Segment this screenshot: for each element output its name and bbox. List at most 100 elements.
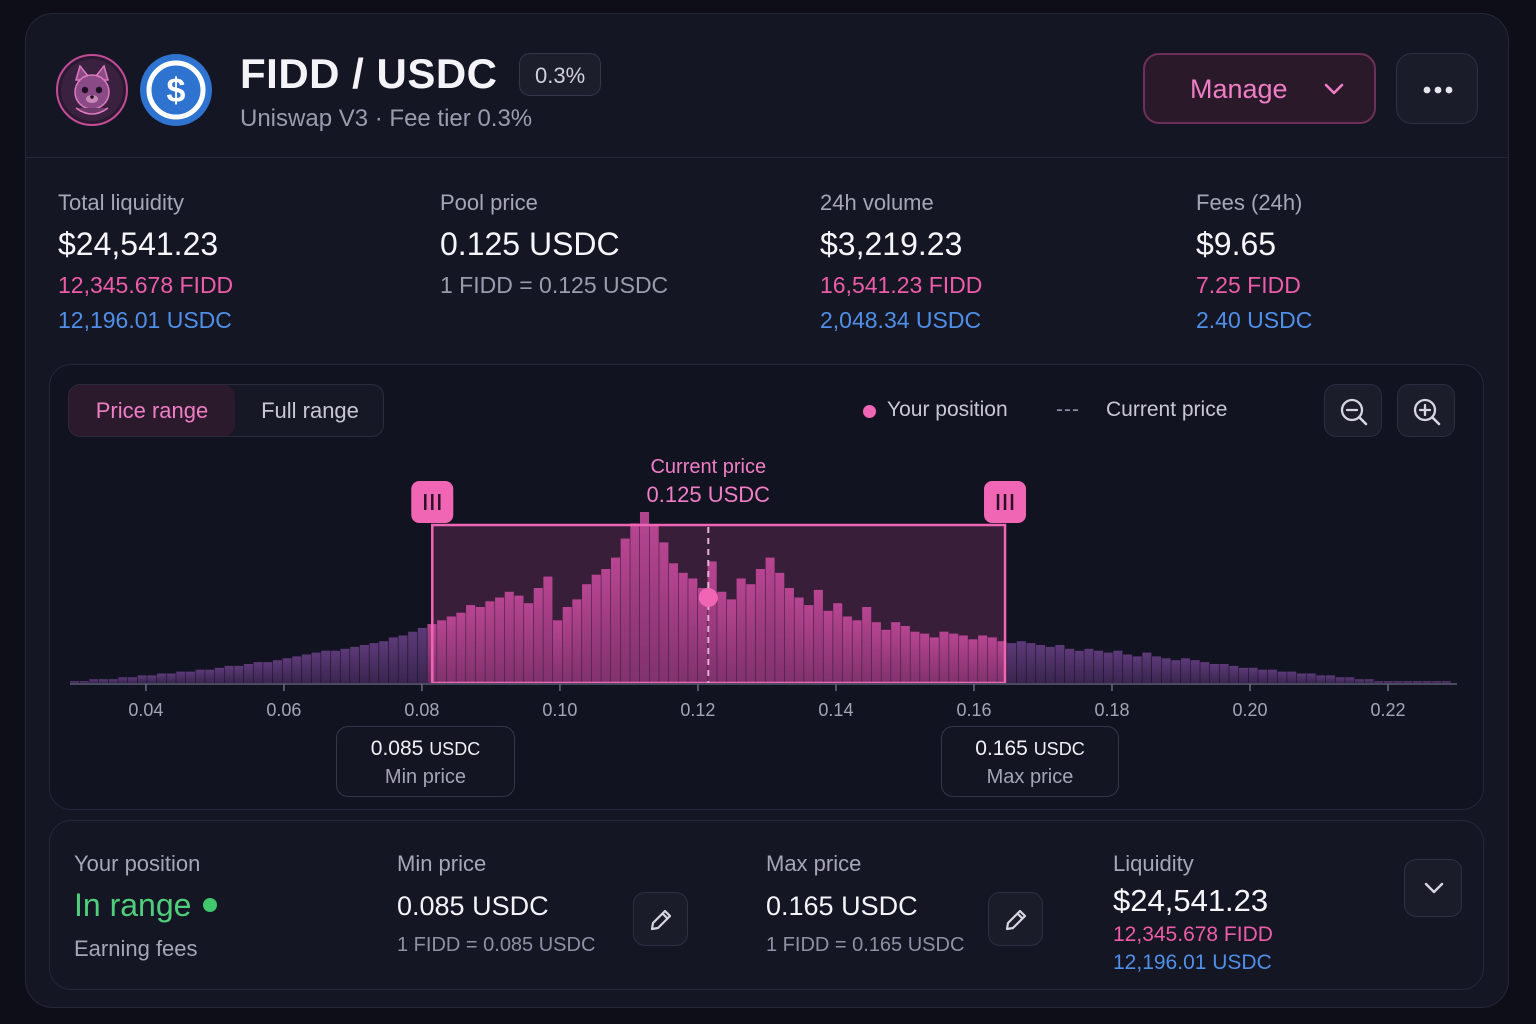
- liquidity-bar: [1065, 648, 1075, 683]
- stat-fidd-amount: 16,541.23 FIDD: [820, 272, 983, 298]
- liquidity-bar: [514, 595, 524, 683]
- stat-pool-price: Pool price 0.125 USDC 1 FIDD = 0.125 USD…: [440, 190, 668, 302]
- protocol-name: Uniswap V3: [240, 105, 369, 132]
- liquidity-bar: [127, 677, 138, 683]
- min-price-handle[interactable]: [411, 481, 454, 523]
- liquidity-bar: [388, 637, 398, 683]
- liquidity-bar: [533, 588, 543, 683]
- liquidity-bar: [118, 677, 128, 683]
- liquidity-bar: [1229, 665, 1239, 683]
- liquidity-bar: [1238, 667, 1248, 683]
- max-price-ratio: 1 FIDD = 0.165 USDC: [766, 934, 965, 956]
- liquidity-bar: [1335, 677, 1345, 683]
- stat-fidd-amount: 12,345.678 FIDD: [58, 272, 234, 298]
- max-price-caption: Max price: [986, 766, 1074, 788]
- zoom-out-button[interactable]: [1324, 384, 1382, 437]
- liquidity-bar: [350, 646, 360, 683]
- your-position-panel: Your position In range Earning fees Min …: [49, 820, 1484, 990]
- liquidity-bar: [253, 662, 263, 683]
- liquidity-bar: [1325, 675, 1335, 683]
- liquidity-bar: [1422, 681, 1432, 683]
- liquidity-bar: [359, 645, 369, 683]
- x-tick-label: 0.14: [818, 700, 853, 720]
- separator-dot: ·: [374, 105, 390, 132]
- expand-details-button[interactable]: [1404, 859, 1462, 917]
- tab-price-range[interactable]: Price range: [69, 385, 235, 436]
- chevron-down-icon: [1324, 83, 1344, 95]
- liquidity-bar: [495, 597, 505, 683]
- liquidity-bar: [1190, 660, 1200, 683]
- max-price-unit: USDC: [1033, 739, 1085, 759]
- liquidity-bar: [475, 607, 485, 683]
- stat-value: $3,219.23: [820, 226, 963, 262]
- liquidity-bar: [958, 635, 968, 683]
- more-options-button[interactable]: [1396, 53, 1478, 124]
- liquidity-bar: [1219, 664, 1229, 683]
- liquidity-bar: [1441, 681, 1451, 683]
- pool-subtitle: Uniswap V3 · Fee tier 0.3%: [240, 105, 532, 133]
- liquidity-bar: [147, 675, 157, 683]
- fee-tier-badge: 0.3%: [519, 53, 602, 96]
- liquidity-bar: [1026, 643, 1036, 683]
- liquidity-bar: [282, 658, 292, 683]
- x-tick-label: 0.20: [1232, 700, 1267, 720]
- liquidity-bar: [823, 610, 833, 683]
- liquidity-bar: [446, 616, 456, 683]
- liquidity-bar: [1094, 650, 1104, 683]
- liquidity-bar: [707, 561, 717, 683]
- liquidity-bar: [437, 620, 447, 683]
- max-price-label-box: 0.165 USDC Max price: [941, 726, 1119, 797]
- edit-max-price-button[interactable]: [988, 892, 1043, 946]
- max-price-value: 0.165: [975, 737, 1028, 760]
- liquidity-bar: [668, 563, 679, 683]
- liquidity-bar: [987, 637, 997, 683]
- liquidity-bar: [968, 639, 978, 683]
- x-tick-label: 0.12: [680, 700, 715, 720]
- selected-range-area: [431, 523, 1007, 685]
- liquidity-bar: [813, 589, 823, 683]
- current-price-title: Current price: [650, 456, 766, 478]
- liquidity-bar: [205, 669, 215, 683]
- max-price-handle[interactable]: [984, 481, 1027, 523]
- legend-current-price: Current price: [1106, 398, 1228, 421]
- liquidity-bar: [1123, 654, 1133, 683]
- min-price-value: 0.085 USDC: [397, 891, 549, 921]
- stat-usdc-amount: 2,048.34 USDC: [820, 307, 982, 333]
- more-horizontal-icon: [1423, 86, 1453, 94]
- liquidity-bar: [582, 584, 592, 683]
- liquidity-histogram-chart[interactable]: 0.04 0.06 0.08 0.10 0.12 0.14 0.16 0.18 0.20 0.22…: [50, 365, 1485, 811]
- liquidity-bar: [736, 578, 746, 683]
- manage-button[interactable]: Manage: [1143, 53, 1376, 124]
- liquidity-bar: [166, 673, 176, 683]
- liquidity-bar: [98, 679, 109, 683]
- max-price-label: Max price: [766, 851, 862, 876]
- liquidity-bar: [852, 620, 862, 683]
- liquidity-bar: [1316, 675, 1326, 683]
- zoom-in-button[interactable]: [1397, 384, 1455, 437]
- liquidity-bar: [891, 622, 901, 683]
- stat-label: 24h volume: [820, 190, 934, 215]
- liquidity-bar: [649, 525, 659, 683]
- liquidity-bar: [195, 669, 205, 683]
- edit-min-price-button[interactable]: [633, 892, 688, 946]
- edit-pencil-icon: [1005, 909, 1027, 931]
- liquidity-bar: [1055, 645, 1065, 683]
- liquidity-bar: [263, 662, 273, 683]
- liquidity-bar: [108, 679, 118, 683]
- liquidity-bar: [929, 637, 939, 683]
- liquidity-bar: [1287, 671, 1297, 683]
- liquidity-bar: [871, 622, 881, 683]
- drag-handle-icon: [424, 494, 441, 510]
- price-range-chart-panel: Price range Full range Your position ---…: [49, 364, 1484, 810]
- min-price-unit: USDC: [429, 739, 481, 759]
- liquidity-bar: [456, 612, 466, 683]
- stat-label: Total liquidity: [58, 190, 184, 215]
- stat-total-liquidity: Total liquidity $24,541.23 12,345.678 FI…: [58, 190, 233, 337]
- liquidity-bar: [601, 569, 611, 683]
- liquidity-bar: [379, 641, 389, 683]
- tab-full-range[interactable]: Full range: [261, 398, 359, 423]
- liquidity-bar: [156, 673, 167, 683]
- stat-value: 0.125 USDC: [440, 226, 620, 262]
- liquidity-bar: [137, 675, 147, 683]
- min-price-ratio: 1 FIDD = 0.085 USDC: [397, 934, 596, 956]
